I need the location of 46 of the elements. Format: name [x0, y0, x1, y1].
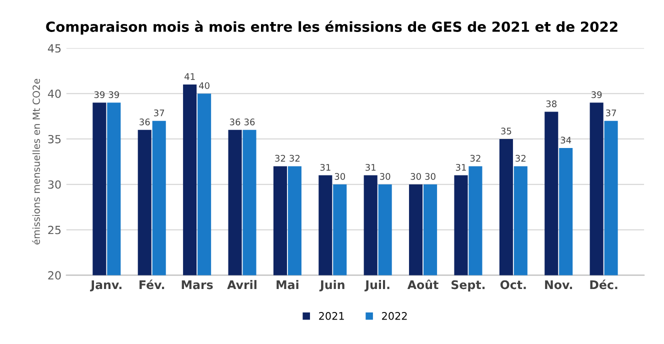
data-label: 32: [516, 154, 526, 162]
data-label: 31: [456, 164, 466, 171]
x-tick-label: Mai: [276, 280, 298, 290]
x-tick-label: Mars: [182, 280, 213, 290]
data-label: 36: [230, 118, 240, 126]
data-label: 34: [560, 136, 572, 144]
data-label: 39: [592, 91, 602, 98]
data-label: 39: [94, 91, 105, 98]
x-tick-label: Juin: [319, 280, 344, 292]
x-tick-label: Avril: [227, 280, 256, 290]
y-tick-label: 25: [48, 226, 61, 234]
legend-label: 2021: [319, 312, 344, 320]
data-label: 38: [546, 100, 557, 108]
data-label: 32: [275, 154, 286, 162]
data-label: 36: [244, 118, 255, 126]
x-tick-label: Sept.: [452, 280, 485, 292]
data-label: 32: [470, 154, 480, 162]
data-label: 40: [198, 82, 210, 90]
x-tick-label: Juil.: [364, 280, 390, 292]
y-axis-title: émissions mensuelles en Mt CO2e: [32, 78, 40, 245]
data-label: 36: [140, 118, 150, 126]
y-tick-label: 30: [48, 180, 61, 189]
x-tick-label: Nov.: [545, 280, 572, 290]
y-tick-label: 45: [48, 44, 61, 53]
data-label: 30: [334, 173, 346, 180]
x-tick-label: Janv.: [90, 280, 122, 292]
data-label: 31: [320, 164, 330, 171]
y-tick-label: 35: [48, 134, 61, 144]
chart-title: Comparaison mois à mois entre les émissions de GES de 2021 et de 2022: [46, 20, 618, 35]
data-label: 37: [154, 109, 164, 116]
legend-label: 2022: [382, 312, 407, 320]
data-label: 32: [290, 154, 300, 162]
data-label: 30: [425, 173, 436, 180]
data-label: 39: [108, 91, 120, 98]
data-label: 31: [366, 164, 376, 171]
data-label: 35: [501, 128, 512, 134]
x-tick-label: Fév.: [140, 280, 164, 290]
x-tick-label: Oct.: [500, 280, 526, 290]
data-label: 41: [184, 73, 195, 80]
y-tick-label: 40: [48, 90, 61, 98]
x-tick-label: Août: [407, 280, 438, 290]
x-tick-label: Déc.: [590, 280, 618, 290]
y-tick-label: 20: [48, 271, 61, 280]
data-label: 30: [380, 173, 390, 180]
data-label: 30: [410, 173, 421, 180]
data-label: 37: [606, 109, 616, 116]
